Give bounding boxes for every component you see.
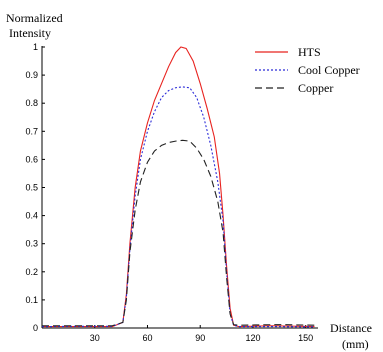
y-tick-label: 0 <box>33 323 38 333</box>
y-tick-label: 1 <box>33 42 38 52</box>
axes: 0 0.1 0.2 0.3 0.4 0.5 0.6 0.7 0.8 0.9 1 30 60 90 120 15… <box>25 42 318 343</box>
x-tick-label: 150 <box>298 333 313 343</box>
x-axis-label-line1: Distance <box>330 321 372 335</box>
series-line-cool-copper <box>41 86 315 328</box>
x-tick-label: 120 <box>245 333 260 343</box>
y-axis-label-line2: Intensity <box>9 26 51 40</box>
y-axis-label-line1: Normalized <box>6 11 63 25</box>
legend-label-hts: HTS <box>298 45 321 59</box>
x-tick-label: 90 <box>195 333 205 343</box>
y-tick-label: 0.6 <box>25 154 38 164</box>
y-tick-label: 0.2 <box>25 267 38 277</box>
x-tick-label: 30 <box>90 333 100 343</box>
x-tick-label: 60 <box>142 333 152 343</box>
legend: HTS Cool Copper Copper <box>255 45 360 95</box>
y-tick-label: 0.7 <box>25 126 38 136</box>
series-line-copper <box>42 139 315 327</box>
y-tick-label: 0.1 <box>25 295 38 305</box>
series-layer <box>41 46 315 328</box>
y-tick-label: 0.8 <box>25 98 38 108</box>
series-line-hts <box>42 46 315 328</box>
legend-label-cool-copper: Cool Copper <box>298 63 360 77</box>
legend-label-copper: Copper <box>298 81 333 95</box>
y-tick-label: 0.4 <box>25 211 38 221</box>
y-tick-label: 0.9 <box>25 70 38 80</box>
x-axis-label-line2: (mm) <box>342 337 369 351</box>
y-tick-label: 0.3 <box>25 239 38 249</box>
y-tick-label: 0.5 <box>25 183 38 193</box>
